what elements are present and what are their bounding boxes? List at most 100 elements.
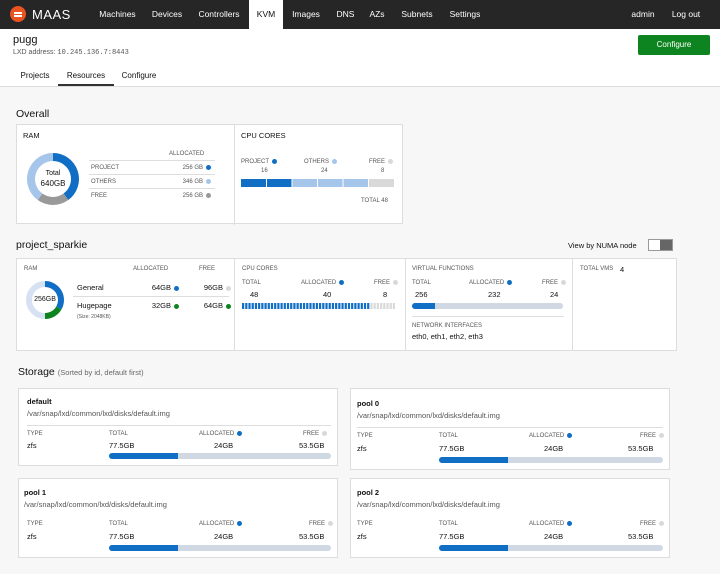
cpu-free-value: 8: [381, 168, 385, 174]
logout-link[interactable]: Log out: [671, 9, 701, 19]
pool-type-header: TYPE: [27, 431, 43, 437]
cpu-core-cell: [357, 303, 360, 309]
tab-projects[interactable]: Projects: [20, 71, 50, 80]
pool-type-header: TYPE: [357, 433, 373, 439]
tab-configure[interactable]: Configure: [121, 71, 157, 80]
cpu-core-cell: [370, 303, 373, 309]
ram-hugepage-allocated: 32GB: [137, 301, 179, 310]
cpu-core-cell: [347, 303, 351, 309]
storage-pool-card: pool 1 /var/snap/lxd/common/lxd/disks/de…: [18, 478, 338, 558]
cpu-core-cell: [264, 303, 267, 309]
pool-allocated: 24GB: [214, 441, 234, 450]
project-cpu-allocated-label: ALLOCATED: [301, 280, 345, 286]
storage-pool-card: pool 0 /var/snap/lxd/common/lxd/disks/de…: [350, 388, 670, 470]
cpu-core-cell: [331, 303, 335, 309]
nav-item-subnets[interactable]: Subnets: [401, 9, 433, 19]
nav-item-images[interactable]: Images: [292, 9, 320, 19]
maas-logo[interactable]: MAAS: [10, 6, 71, 22]
project-cpu-free: 8: [383, 290, 388, 299]
ram-total-value: 640GB: [40, 179, 66, 188]
numa-toggle[interactable]: [648, 239, 673, 251]
pool-allocated: 24GB: [214, 532, 234, 541]
cpu-core-cell: [290, 303, 293, 309]
maas-logo-icon: [10, 6, 26, 22]
vf-total: 256: [415, 290, 428, 299]
tab-resources[interactable]: Resources: [58, 66, 114, 86]
total-vms-value: 4: [620, 265, 625, 274]
pool-total-header: TOTAL: [109, 521, 128, 527]
divider: [572, 259, 573, 350]
cpu-core-cell: [302, 303, 306, 309]
cpu-core-cell: [306, 303, 309, 309]
cpu-core-cell: [258, 303, 261, 309]
nav-item-dns[interactable]: DNS: [336, 9, 355, 19]
lxd-address: LXD address: 10.245.136.7:8443: [13, 49, 129, 57]
vf-free: 24: [550, 290, 559, 299]
project-card: RAM 256GB ALLOCATED FREE General 64GB 96…: [16, 258, 677, 351]
pool-allocated-header: ALLOCATED: [199, 521, 243, 527]
pool-free-header: FREE: [640, 433, 665, 439]
pool-type: zfs: [357, 444, 367, 453]
cpu-core-cell: [245, 303, 248, 309]
pool-type-header: TYPE: [357, 521, 373, 527]
nav-user-admin[interactable]: admin: [631, 9, 655, 19]
cpu-core-cell: [280, 303, 283, 309]
pool-total: 77.5GB: [109, 532, 135, 541]
cpu-core-cell: [261, 303, 264, 309]
network-interfaces-title: NETWORK INTERFACES: [412, 323, 483, 329]
nav-item-machines[interactable]: Machines: [99, 9, 136, 19]
donut-segment: [44, 306, 62, 319]
pool-total: 77.5GB: [109, 441, 135, 450]
cpu-bar-divider: [317, 179, 318, 187]
cpu-core-cell: [351, 303, 354, 309]
nav-item-kvm[interactable]: KVM: [249, 0, 283, 29]
cpu-project-value: 16: [261, 168, 268, 174]
cpu-bar-segment: [368, 179, 394, 187]
overall-ram-donut: [27, 153, 79, 205]
cpu-core-cell: [363, 303, 367, 309]
pool-allocated-header: ALLOCATED: [529, 433, 573, 439]
vf-title: VIRTUAL FUNCTIONS: [412, 266, 474, 272]
page-title: pugg: [13, 34, 38, 46]
donut-segment: [27, 153, 54, 201]
nav-item-controllers[interactable]: Controllers: [198, 9, 240, 19]
cpu-core-cell: [315, 303, 318, 309]
cpu-core-cell: [360, 303, 363, 309]
ram-general-allocated: 64GB: [137, 283, 179, 292]
pool-free: 53.5GB: [299, 441, 325, 450]
overall-cpu-bar: [241, 179, 394, 187]
project-cpu-bar: [242, 303, 395, 309]
storage-title: Storage: [18, 366, 55, 378]
cpu-core-cell: [354, 303, 357, 309]
cpu-free-label: FREE: [369, 159, 394, 165]
vf-allocated-label: ALLOCATED: [469, 280, 513, 286]
ram-project-label: PROJECT: [91, 165, 120, 171]
project-cpu-title: CPU CORES: [242, 266, 278, 272]
pool-bar-fill: [439, 457, 509, 463]
overall-ram-title: RAM: [23, 131, 40, 140]
pool-bar-fill: [109, 545, 178, 551]
project-ram-free-header: FREE: [199, 266, 216, 272]
divider: [357, 427, 663, 428]
pool-free-header: FREE: [303, 431, 328, 437]
pool-bar-fill: [109, 453, 178, 459]
nav-item-settings[interactable]: Settings: [449, 9, 481, 19]
nav-item-azs[interactable]: AZs: [369, 9, 385, 19]
donut-segment: [44, 281, 64, 310]
configure-button[interactable]: Configure: [638, 35, 710, 55]
cpu-core-cell: [376, 303, 379, 309]
cpu-bar-divider: [291, 179, 293, 187]
donut-segment: [37, 193, 69, 205]
pool-free: 53.5GB: [299, 532, 325, 541]
pool-total-header: TOTAL: [439, 433, 458, 439]
pool-bar: [109, 453, 331, 459]
cpu-core-cell: [325, 303, 328, 309]
cpu-core-cell: [286, 303, 290, 309]
cpu-core-cell: [338, 303, 341, 309]
cpu-core-cell: [277, 303, 280, 309]
nav-item-devices[interactable]: Devices: [151, 9, 183, 19]
project-heading: project_sparkie: [16, 239, 88, 251]
lxd-address-label: LXD address:: [13, 49, 56, 56]
vf-total-label: TOTAL: [412, 280, 431, 286]
cpu-core-cell: [270, 303, 274, 309]
